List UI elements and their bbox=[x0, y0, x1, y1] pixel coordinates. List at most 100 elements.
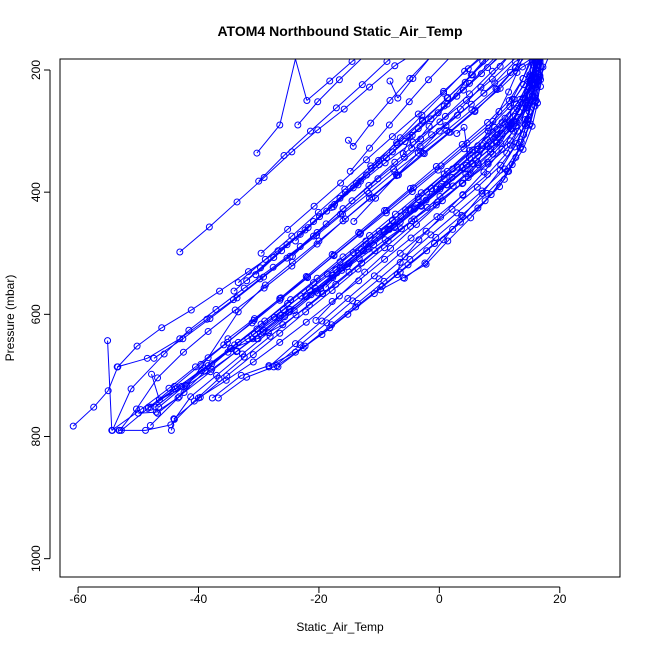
series-segment bbox=[289, 235, 317, 257]
series-segment bbox=[531, 59, 533, 61]
data-point bbox=[375, 227, 383, 235]
series-segment bbox=[514, 94, 529, 117]
series-segment bbox=[179, 318, 208, 340]
data-point bbox=[458, 141, 466, 149]
data-point bbox=[328, 250, 336, 258]
series-segment bbox=[422, 97, 449, 121]
data-point bbox=[433, 213, 441, 221]
series-segment bbox=[243, 335, 271, 358]
data-point bbox=[449, 182, 457, 190]
data-point bbox=[427, 115, 435, 123]
series-segment bbox=[190, 290, 220, 311]
series-segment bbox=[218, 356, 245, 379]
series-segment bbox=[469, 70, 493, 95]
series-segment bbox=[410, 216, 438, 239]
data-point bbox=[435, 127, 443, 135]
data-point bbox=[240, 353, 248, 361]
data-point bbox=[113, 363, 121, 371]
series-segment bbox=[384, 237, 412, 260]
series-segment bbox=[384, 220, 412, 241]
data-point bbox=[406, 185, 414, 192]
series-segment bbox=[306, 80, 331, 101]
data-point bbox=[414, 149, 422, 157]
series-segment bbox=[218, 376, 247, 399]
data-point bbox=[478, 189, 486, 197]
data-point bbox=[305, 301, 313, 309]
series-segment bbox=[179, 226, 210, 253]
series-segment bbox=[273, 233, 301, 258]
series-segment bbox=[486, 171, 509, 194]
data-point bbox=[443, 100, 451, 108]
series-segment bbox=[161, 309, 192, 329]
data-point bbox=[174, 394, 182, 402]
series-segment bbox=[306, 277, 334, 298]
series-segment bbox=[487, 140, 511, 163]
y-tick-label: 600 bbox=[29, 304, 43, 324]
series-segment bbox=[514, 123, 526, 148]
series-segment bbox=[470, 194, 492, 219]
data-point bbox=[180, 389, 188, 397]
series-segment bbox=[299, 322, 328, 346]
series-segment bbox=[383, 210, 411, 233]
data-point bbox=[319, 290, 327, 298]
data-point bbox=[294, 121, 302, 129]
series-segment bbox=[174, 364, 202, 387]
data-point bbox=[117, 426, 125, 434]
series-segment bbox=[384, 188, 411, 211]
x-tick-label: -40 bbox=[190, 592, 208, 606]
series-segment bbox=[316, 256, 344, 279]
series-segment bbox=[321, 298, 349, 322]
series-segment bbox=[295, 320, 323, 345]
data-point bbox=[473, 183, 481, 191]
series-segment bbox=[392, 113, 419, 137]
chart-title: ATOM4 Northbound Static_Air_Temp bbox=[217, 23, 462, 39]
series-segment bbox=[212, 375, 242, 399]
series-segment bbox=[417, 178, 445, 200]
series-segment bbox=[209, 297, 238, 320]
data-point bbox=[328, 298, 336, 306]
series-segment bbox=[339, 240, 367, 263]
series-segment bbox=[317, 79, 340, 103]
series-segment bbox=[289, 288, 317, 310]
data-point bbox=[372, 194, 380, 202]
series-segment bbox=[487, 144, 511, 165]
series-segment bbox=[234, 323, 262, 346]
data-point bbox=[310, 217, 318, 225]
series-segment bbox=[136, 327, 163, 347]
series-segment bbox=[207, 309, 236, 332]
data-point bbox=[474, 159, 482, 167]
series-segment bbox=[499, 146, 516, 171]
data-point bbox=[480, 168, 488, 176]
data-point bbox=[175, 393, 183, 401]
series-segment bbox=[532, 59, 535, 63]
data-point bbox=[234, 279, 242, 287]
data-point bbox=[478, 70, 486, 78]
series-segment bbox=[339, 59, 362, 81]
series-segment bbox=[443, 157, 470, 180]
series-segment bbox=[508, 72, 518, 93]
series-segment bbox=[93, 390, 109, 408]
data-point bbox=[155, 396, 163, 404]
series-segment bbox=[283, 289, 310, 310]
series-segment bbox=[380, 277, 404, 291]
data-point bbox=[207, 368, 215, 376]
data-point bbox=[421, 259, 429, 267]
data-point bbox=[528, 97, 536, 105]
data-point bbox=[405, 98, 413, 106]
series-segment bbox=[111, 409, 141, 431]
series-segment bbox=[438, 108, 461, 132]
series-segment bbox=[252, 332, 281, 356]
data-point bbox=[249, 335, 257, 343]
data-point bbox=[346, 167, 354, 175]
data-point bbox=[350, 217, 358, 225]
data-point bbox=[416, 142, 424, 150]
data-point bbox=[362, 237, 370, 245]
series-segment bbox=[107, 340, 113, 431]
series-segment bbox=[317, 188, 346, 213]
series-segment bbox=[157, 392, 185, 414]
series-segment bbox=[117, 345, 138, 368]
data-point bbox=[461, 67, 469, 75]
series-segment bbox=[425, 208, 453, 232]
series-segment bbox=[417, 130, 440, 154]
series-segment bbox=[201, 351, 229, 371]
